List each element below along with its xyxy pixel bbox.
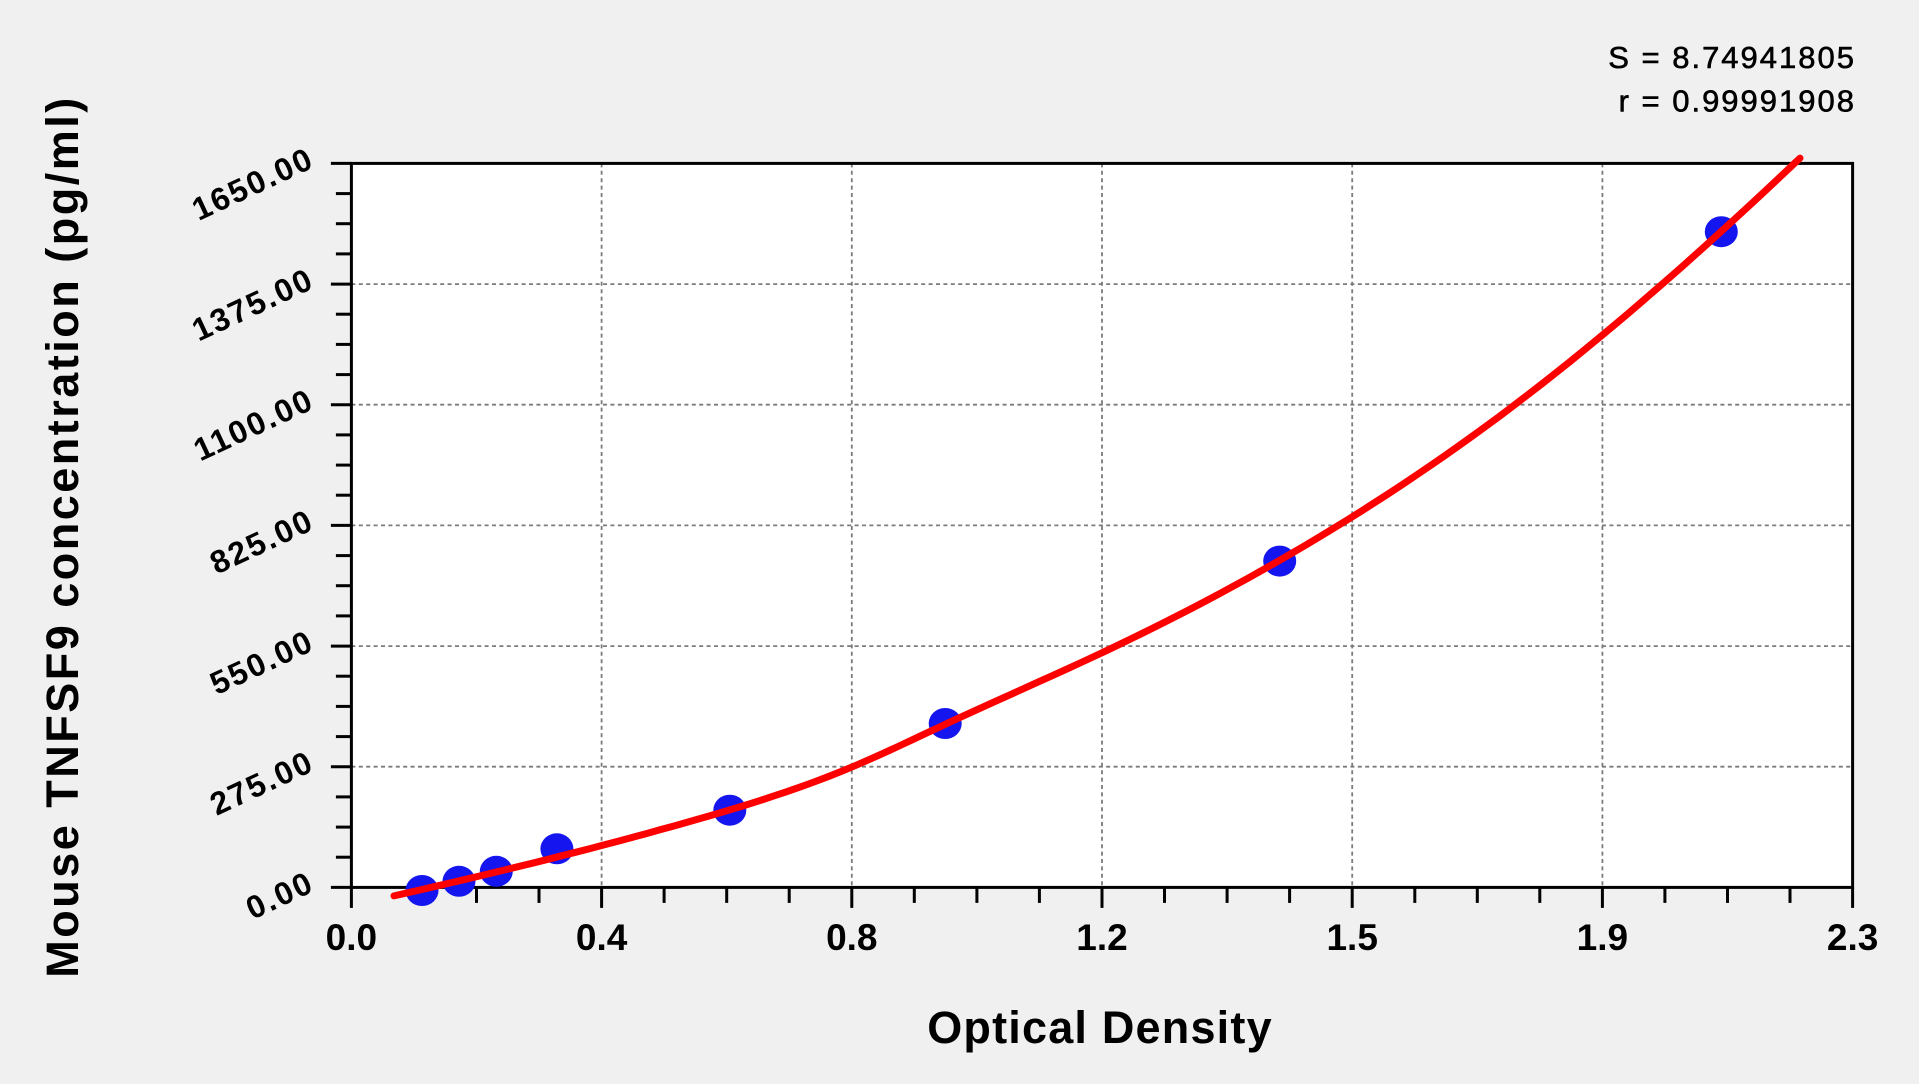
svg-text:S = 8.74941805: S = 8.74941805 — [1608, 40, 1856, 75]
svg-text:r = 0.99991908: r = 0.99991908 — [1619, 84, 1856, 119]
svg-text:Optical Density: Optical Density — [927, 1002, 1273, 1053]
svg-text:2.3: 2.3 — [1827, 917, 1878, 958]
svg-text:1.5: 1.5 — [1326, 917, 1377, 958]
svg-text:0.4: 0.4 — [576, 917, 628, 958]
svg-text:1.2: 1.2 — [1076, 917, 1127, 958]
svg-text:0.0: 0.0 — [326, 917, 377, 958]
svg-text:1.9: 1.9 — [1577, 917, 1628, 958]
svg-text:Mouse TNFSF9 concentration (pg: Mouse TNFSF9 concentration (pg/ml) — [37, 95, 88, 978]
svg-text:0.8: 0.8 — [826, 917, 877, 958]
